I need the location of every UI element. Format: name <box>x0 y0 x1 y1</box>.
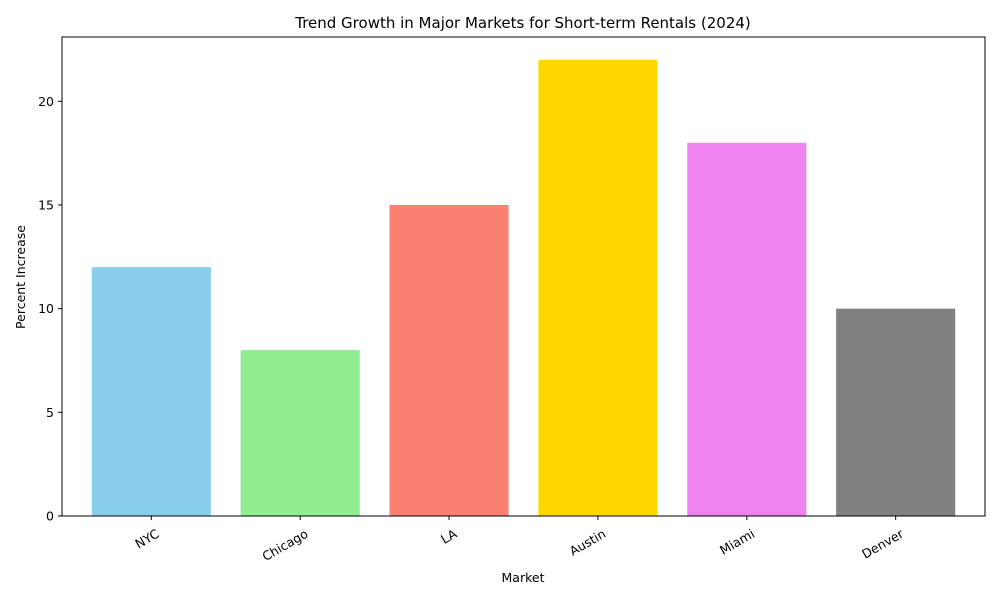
x-tick-label-la: LA <box>438 526 460 547</box>
x-tick-label-chicago: Chicago <box>259 526 310 564</box>
bar-la <box>389 204 509 516</box>
x-tick-label-nyc: NYC <box>132 526 161 552</box>
x-axis-label: Market <box>502 570 545 585</box>
y-tick-label: 5 <box>46 405 54 420</box>
y-tick-label: 0 <box>46 509 54 524</box>
plot-frame <box>61 36 986 517</box>
bar-nyc <box>91 267 211 516</box>
y-tick-label: 10 <box>38 301 54 316</box>
x-axis: NYC Chicago LA Austin Miami Denver <box>132 516 907 564</box>
chart-title: Trend Growth in Major Markets for Short-… <box>294 14 751 32</box>
bar-miami <box>687 142 807 516</box>
bar-austin <box>538 59 658 517</box>
x-tick-label-denver: Denver <box>859 525 907 561</box>
y-tick-label: 15 <box>38 197 54 212</box>
bar-denver <box>836 308 956 516</box>
bar-chicago <box>240 350 360 516</box>
x-tick-label-austin: Austin <box>567 526 609 559</box>
y-tick-label: 20 <box>38 94 54 109</box>
plot-area <box>91 59 956 517</box>
x-tick-label-miami: Miami <box>717 526 757 558</box>
y-axis: 0 5 10 15 20 <box>38 94 62 524</box>
y-axis-label: Percent Increase <box>13 225 28 329</box>
